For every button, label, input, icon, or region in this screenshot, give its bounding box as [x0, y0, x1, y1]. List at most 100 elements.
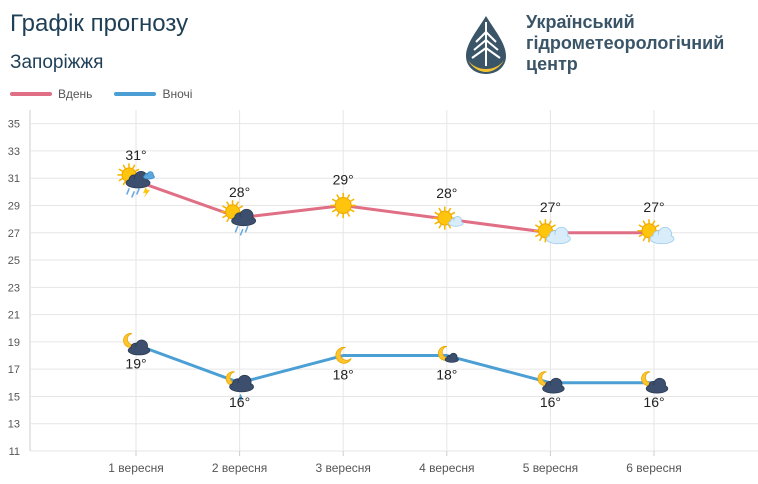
cloud-fill [129, 346, 149, 355]
legend-swatch-night [114, 92, 157, 96]
rain-drop [239, 393, 243, 401]
logo-line-3: центр [526, 54, 578, 74]
chart-legend: Вдень Вночі [10, 87, 192, 101]
cloud-glyph [542, 377, 565, 394]
sun-ray [447, 207, 452, 212]
sun-ray [642, 220, 646, 225]
legend-label-day: Вдень [58, 87, 93, 101]
sun-ray [226, 217, 230, 223]
series-line-night [135, 343, 654, 385]
data-label: 28° [229, 184, 250, 200]
sun-ray [438, 224, 442, 229]
moon-icon [335, 346, 352, 364]
sun-disc [437, 210, 453, 226]
sun-cloud-rain-thunder-icon [117, 163, 155, 198]
moon-cloud-icon [641, 371, 669, 394]
cloud-glyph [444, 352, 459, 363]
sun-ray [652, 220, 656, 225]
data-label: 18° [333, 367, 354, 383]
series-line-day [135, 179, 654, 235]
y-tick-label: 25 [8, 255, 20, 267]
data-label: 18° [436, 367, 457, 383]
y-tick-label: 27 [8, 228, 20, 240]
y-tick-label: 19 [8, 337, 20, 349]
legend-swatch-day [10, 92, 52, 96]
logo-drop-icon [466, 16, 506, 74]
sun-glyph [330, 192, 357, 219]
sun-disc [334, 196, 352, 214]
logo-line-1: Український [526, 12, 635, 32]
rain-drop [131, 191, 135, 198]
legend-label-night: Вночі [162, 87, 193, 101]
moon-small-cloud-icon [437, 345, 459, 363]
sun-ray [235, 201, 239, 206]
logo: Український гідрометеорологічний центр [462, 12, 757, 78]
data-label: 16° [643, 394, 664, 410]
moon-glyph [335, 346, 352, 364]
sun-ray [122, 164, 126, 169]
cloud-glyph [448, 216, 464, 227]
data-label: 19° [125, 356, 146, 372]
rain-drop [126, 188, 130, 195]
sun-ray [535, 233, 540, 238]
cloud-fill [144, 175, 154, 179]
sun-ray [332, 198, 337, 202]
y-tick-label: 13 [8, 419, 20, 431]
sun-ray [135, 168, 140, 172]
cloud-fill [651, 234, 673, 243]
data-label: 16° [540, 394, 561, 410]
data-label: 29° [333, 171, 354, 187]
sun-ray [132, 164, 136, 169]
sun-ray [447, 224, 452, 229]
sun-ray [539, 236, 543, 242]
data-label: 27° [643, 199, 664, 215]
sun-cloud-icon [533, 218, 571, 245]
sun-ray [332, 209, 337, 213]
sun-ray [350, 209, 355, 213]
sun-glyph [637, 218, 661, 243]
sun-ray [548, 220, 552, 225]
sun-ray [535, 224, 540, 228]
sun-cloud-rain-icon [220, 199, 257, 236]
cloud-glyph [229, 374, 255, 393]
sun-icon [330, 192, 357, 219]
page-title: Графік прогнозу [10, 10, 189, 37]
legend-item-day[interactable]: Вдень [10, 87, 92, 101]
cloud-fill [230, 382, 253, 391]
rain-drop [244, 225, 249, 233]
sun-ray [336, 194, 340, 199]
y-tick-label: 23 [8, 282, 20, 294]
cloud-glyph [649, 226, 675, 245]
x-tick-label: 3 вересня [315, 461, 370, 475]
x-tick-label: 1 вересня [108, 461, 163, 475]
sun-small-cloud-icon [432, 206, 464, 230]
y-tick-label: 11 [9, 446, 20, 458]
cloud-fill [445, 357, 458, 362]
x-tick-label: 6 вересня [626, 461, 681, 475]
y-tick-label: 29 [8, 200, 20, 212]
sun-ray [434, 221, 439, 225]
sun-ray [346, 212, 351, 217]
legend-item-night[interactable]: Вночі [114, 87, 192, 101]
cloud-glyph [645, 377, 669, 394]
sun-cloud-icon [637, 218, 675, 245]
y-tick-label: 17 [8, 364, 20, 376]
cloud-glyph [127, 339, 151, 356]
y-tick-label: 35 [8, 119, 20, 131]
moon-cloud-icon [123, 333, 151, 356]
sun-ray [346, 194, 351, 199]
sun-ray [118, 168, 123, 172]
rain-drop [234, 225, 239, 233]
lightning-bolt [143, 186, 150, 198]
data-label: 28° [436, 185, 457, 201]
rain-drop [239, 228, 244, 236]
x-tick-label: 5 вересня [523, 461, 578, 475]
sun-ray [638, 224, 643, 228]
sun-ray [350, 198, 355, 202]
data-label: 27° [540, 199, 561, 215]
sun-ray [642, 236, 646, 242]
sun-ray [238, 205, 243, 209]
sun-ray [551, 224, 556, 228]
x-tick-label: 2 вересня [212, 461, 267, 475]
